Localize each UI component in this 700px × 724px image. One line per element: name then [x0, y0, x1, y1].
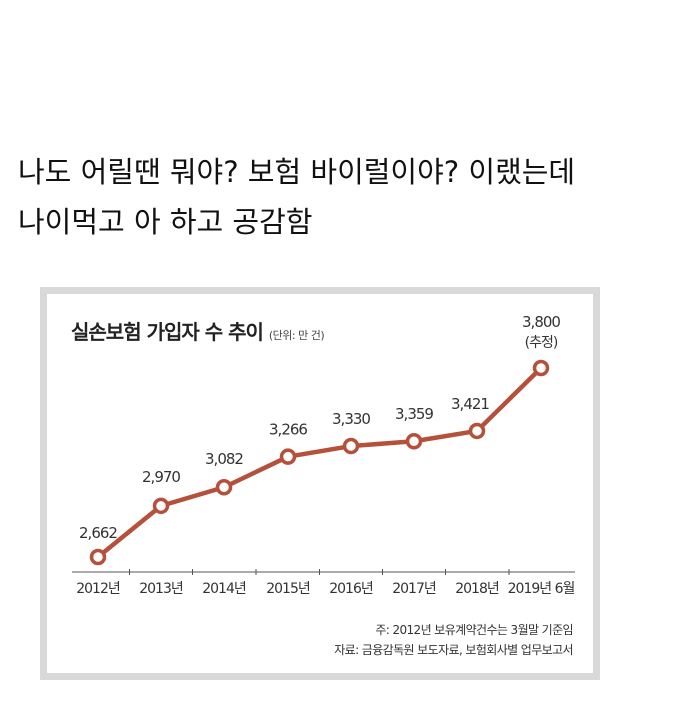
estimate-annotation: (추정)	[525, 335, 558, 351]
x-axis-label: 2012년	[76, 581, 120, 597]
x-axis-label: 2018년	[455, 581, 499, 597]
data-point-marker	[532, 359, 550, 377]
data-value-label: 3,330	[332, 410, 370, 428]
line-chart-plot: 2012년 2013년 2014년 2015년 2016년 2017년 2018년 2019년…	[72, 313, 575, 597]
post-caption-line-1: 나도 어릴땐 뭐야? 보험 바이럴이야? 이랬는데	[18, 155, 576, 189]
data-value-label: 3,266	[269, 421, 307, 439]
chart-unit: (단위: 만 건)	[268, 329, 325, 342]
x-axis-label: 2015년	[266, 581, 310, 597]
data-value-label: 2,970	[142, 468, 180, 486]
data-value-label: 3,800	[522, 313, 560, 331]
data-point-marker	[279, 448, 297, 465]
data-value-label: 3,421	[451, 395, 489, 413]
data-point-marker	[152, 497, 170, 515]
data-point-marker	[468, 422, 486, 440]
data-line	[96, 366, 543, 559]
chart-note: 주: 2012년 보유계약건수는 3월말 기준임	[375, 623, 573, 637]
data-point-marker	[215, 478, 233, 496]
x-axis-label: 2017년	[392, 581, 436, 597]
chart-frame: 실손보험 가입자 수 추이 (단위: 만 건) 2012년 2013년 2014년 20…	[40, 287, 600, 680]
x-axis-label: 2014년	[202, 581, 246, 597]
x-axis-label: 2013년	[139, 581, 183, 597]
chart-source: 자료: 금융감독원 보도자료, 보험회사별 업무보고서	[334, 643, 573, 657]
x-axis-label: 2016년	[329, 581, 373, 597]
chart-title-text: 실손보험 가입자 수 추이	[71, 320, 264, 344]
x-axis-label: 2019년 6월	[508, 581, 575, 597]
data-point-marker	[342, 437, 360, 455]
data-value-label: 3,359	[395, 405, 433, 423]
post-caption-line-2: 나이먹고 아 하고 공감함	[18, 205, 313, 239]
data-point-marker	[89, 548, 107, 566]
data-value-label: 3,082	[205, 450, 243, 468]
data-point-marker	[405, 432, 423, 450]
data-value-label: 2,662	[79, 524, 117, 542]
chart-title: 실손보험 가입자 수 추이 (단위: 만 건)	[71, 316, 325, 345]
